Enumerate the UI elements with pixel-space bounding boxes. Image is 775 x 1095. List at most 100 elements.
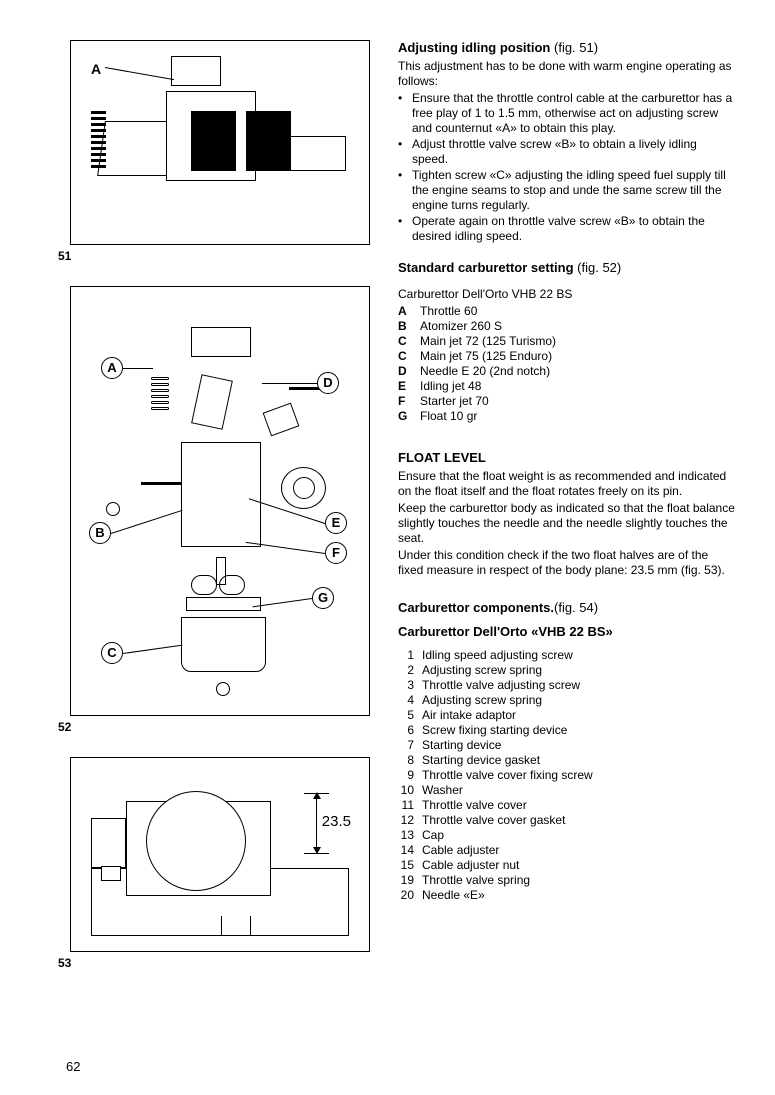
section-components: Carburettor components.(fig. 54) Carbure…: [398, 600, 735, 904]
leader-b-icon: [111, 510, 183, 534]
base-notch-icon: [221, 916, 251, 936]
spec-value: Float 10 gr: [420, 409, 735, 424]
component-number: 6: [398, 723, 422, 738]
spec-key: B: [398, 319, 420, 334]
component-line: 12Throttle valve cover gasket: [398, 813, 735, 828]
carb-block-right-icon: [246, 111, 291, 171]
clamp-inner-icon: [293, 477, 315, 499]
float-bowl-icon: [181, 617, 266, 672]
section-1-bullets: • Ensure that the throttle control cable …: [398, 91, 735, 244]
bullet-text: Ensure that the throttle control cable a…: [412, 91, 735, 136]
component-number: 20: [398, 888, 422, 903]
spec-key: D: [398, 364, 420, 379]
component-number: 3: [398, 678, 422, 693]
circle-label-c: C: [101, 642, 123, 664]
component-name: Needle «E»: [422, 888, 735, 903]
figure-51: A: [70, 40, 370, 245]
bullet-item: •Ensure that the throttle control cable …: [398, 91, 735, 136]
section-standard-setting: Standard carburettor setting (fig. 52) C…: [398, 260, 735, 423]
component-line: 10Washer: [398, 783, 735, 798]
component-line: 3Throttle valve adjusting screw: [398, 678, 735, 693]
bullet-text: Adjust throttle valve screw «B» to obtai…: [412, 137, 735, 167]
bullet-item: •Adjust throttle valve screw «B» to obta…: [398, 137, 735, 167]
section-1-intro: This adjustment has to be done with warm…: [398, 59, 735, 89]
spec-line: CMain jet 72 (125 Turismo): [398, 334, 735, 349]
heading-text: Standard carburettor setting: [398, 260, 574, 275]
spec-line: BAtomizer 260 S: [398, 319, 735, 334]
component-line: 6Screw fixing starting device: [398, 723, 735, 738]
component-number: 1: [398, 648, 422, 663]
spec-key: C: [398, 349, 420, 364]
section-1-heading: Adjusting idling position (fig. 51): [398, 40, 735, 56]
component-name: Throttle valve cover fixing screw: [422, 768, 735, 783]
section-2-subtitle: Carburettor Dell'Orto VHB 22 BS: [398, 287, 735, 302]
spec-value: Main jet 75 (125 Enduro): [420, 349, 735, 364]
section-3-heading: FLOAT LEVEL: [398, 450, 735, 466]
component-name: Washer: [422, 783, 735, 798]
component-name: Adjusting screw spring: [422, 663, 735, 678]
starter-lever-icon: [263, 403, 300, 437]
circle-label-e: E: [325, 512, 347, 534]
spec-value: Needle E 20 (2nd notch): [420, 364, 735, 379]
spec-value: Idling jet 48: [420, 379, 735, 394]
component-number: 8: [398, 753, 422, 768]
paragraph: Ensure that the float weight is as recom…: [398, 469, 735, 499]
component-line: 7Starting device: [398, 738, 735, 753]
component-name: Cable adjuster nut: [422, 858, 735, 873]
component-line: 15Cable adjuster nut: [398, 858, 735, 873]
component-name: Air intake adaptor: [422, 708, 735, 723]
component-name: Starting device: [422, 738, 735, 753]
leader-d-icon: [262, 383, 317, 384]
bullet-item: •Tighten screw «C» adjusting the idling …: [398, 168, 735, 213]
circle-label-g: G: [312, 587, 334, 609]
float-circle-icon: [146, 791, 246, 891]
bullet-dot-icon: •: [398, 214, 412, 244]
spec-line: AThrottle 60: [398, 304, 735, 319]
figure-53: 23.5: [70, 757, 370, 952]
spec-key: C: [398, 334, 420, 349]
heading-figref: (fig. 54): [554, 600, 598, 615]
component-name: Cable adjuster: [422, 843, 735, 858]
component-name: Throttle valve adjusting screw: [422, 678, 735, 693]
throttle-slide-icon: [191, 374, 233, 430]
component-number: 5: [398, 708, 422, 723]
component-number: 11: [398, 798, 422, 813]
dimension-value: 23.5: [322, 813, 351, 832]
section-4-heading: Carburettor components.(fig. 54): [398, 600, 735, 616]
component-line: 1Idling speed adjusting screw: [398, 648, 735, 663]
paragraph: Keep the carburettor body as indicated s…: [398, 501, 735, 546]
bullet-item: •Operate again on throttle valve screw «…: [398, 214, 735, 244]
text-column: Adjusting idling position (fig. 51) This…: [398, 40, 735, 971]
circle-label-f: F: [325, 542, 347, 564]
component-line: 9Throttle valve cover fixing screw: [398, 768, 735, 783]
spec-line: EIdling jet 48: [398, 379, 735, 394]
spring-icon: [151, 377, 169, 422]
component-number: 12: [398, 813, 422, 828]
gasket-icon: [186, 597, 261, 611]
carb-block-left-icon: [191, 111, 236, 171]
carb-top-icon: [171, 56, 221, 86]
leader-f-icon: [246, 542, 325, 554]
section-4-subheading: Carburettor Dell'Orto «VHB 22 BS»: [398, 624, 735, 640]
component-name: Adjusting screw spring: [422, 693, 735, 708]
leader-a-icon: [123, 368, 153, 369]
component-name: Throttle valve spring: [422, 873, 735, 888]
figure-53-number: 53: [58, 956, 370, 971]
circle-label-d: D: [317, 372, 339, 394]
spec-key: A: [398, 304, 420, 319]
component-number: 19: [398, 873, 422, 888]
leader-line-icon: [105, 67, 174, 80]
component-line: 13Cap: [398, 828, 735, 843]
spec-value: Atomizer 260 S: [420, 319, 735, 334]
drain-screw-icon: [216, 682, 230, 696]
component-name: Throttle valve cover: [422, 798, 735, 813]
section-2-heading: Standard carburettor setting (fig. 52): [398, 260, 735, 276]
component-number: 14: [398, 843, 422, 858]
spec-value: Throttle 60: [420, 304, 735, 319]
component-line: 14Cable adjuster: [398, 843, 735, 858]
spec-value: Main jet 72 (125 Turismo): [420, 334, 735, 349]
figure-52-number: 52: [58, 720, 370, 735]
figure-52: A D B E F G C: [70, 286, 370, 716]
paragraph: Under this condition check if the two fl…: [398, 548, 735, 578]
component-number: 13: [398, 828, 422, 843]
